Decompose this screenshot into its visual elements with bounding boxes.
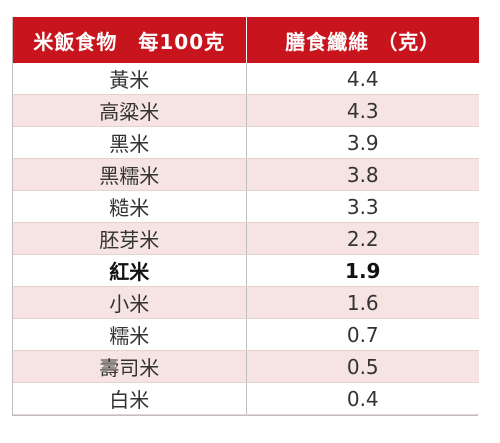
food-cell: 高粱米 xyxy=(13,94,247,127)
fiber-cell: 2.2 xyxy=(246,222,479,255)
fiber-table: 米飯食物 每100克 膳食纖維 （克） 黃米 4.4 高粱米 4.3 黑米 3.9 黑糯米 3… xyxy=(13,17,479,415)
fiber-table-container: 米飯食物 每100克 膳食纖維 （克） 黃米 4.4 高粱米 4.3 黑米 3.9 黑糯米 3… xyxy=(12,17,479,416)
fiber-cell: 0.4 xyxy=(246,382,479,415)
table-row: 壽司米 0.5 xyxy=(13,350,479,383)
food-cell: 黑糯米 xyxy=(13,158,247,191)
fiber-table-frame: 米飯食物 每100克 膳食纖維 （克） 黃米 4.4 高粱米 4.3 黑米 3.9 黑糯米 3… xyxy=(12,17,479,416)
fiber-cell: 1.9 xyxy=(246,254,479,287)
fiber-cell: 0.5 xyxy=(246,350,479,383)
food-cell: 白米 xyxy=(13,382,247,415)
table-body: 黃米 4.4 高粱米 4.3 黑米 3.9 黑糯米 3.8 糙米 3.3 胚芽米 2.2 紅米 1.9 小米… xyxy=(13,63,479,415)
fiber-cell: 1.6 xyxy=(246,286,479,319)
header-row: 米飯食物 每100克 膳食纖維 （克） xyxy=(13,17,479,63)
fiber-cell: 4.4 xyxy=(246,63,479,95)
table-row: 高粱米 4.3 xyxy=(13,94,479,127)
header-fiber: 膳食纖維 （克） xyxy=(246,17,479,63)
food-cell: 壽司米 xyxy=(13,350,247,383)
table-row: 黃米 4.4 xyxy=(13,63,479,95)
fiber-cell: 0.7 xyxy=(246,318,479,351)
food-cell: 糙米 xyxy=(13,190,247,223)
table-row: 糙米 3.3 xyxy=(13,190,479,223)
food-cell: 小米 xyxy=(13,286,247,319)
table-row: 紅米 1.9 xyxy=(13,254,479,287)
fiber-cell: 3.3 xyxy=(246,190,479,223)
food-cell: 黃米 xyxy=(13,63,247,95)
food-cell: 黑米 xyxy=(13,126,247,159)
table-row: 白米 0.4 xyxy=(13,382,479,415)
table-row: 糯米 0.7 xyxy=(13,318,479,351)
food-cell: 胚芽米 xyxy=(13,222,247,255)
food-cell: 糯米 xyxy=(13,318,247,351)
table-row: 胚芽米 2.2 xyxy=(13,222,479,255)
food-cell: 紅米 xyxy=(13,254,247,287)
table-row: 黑米 3.9 xyxy=(13,126,479,159)
fiber-cell: 3.8 xyxy=(246,158,479,191)
fiber-cell: 4.3 xyxy=(246,94,479,127)
header-food: 米飯食物 每100克 xyxy=(13,17,247,63)
table-row: 黑糯米 3.8 xyxy=(13,158,479,191)
fiber-cell: 3.9 xyxy=(246,126,479,159)
table-header: 米飯食物 每100克 膳食纖維 （克） xyxy=(13,17,479,63)
table-row: 小米 1.6 xyxy=(13,286,479,319)
